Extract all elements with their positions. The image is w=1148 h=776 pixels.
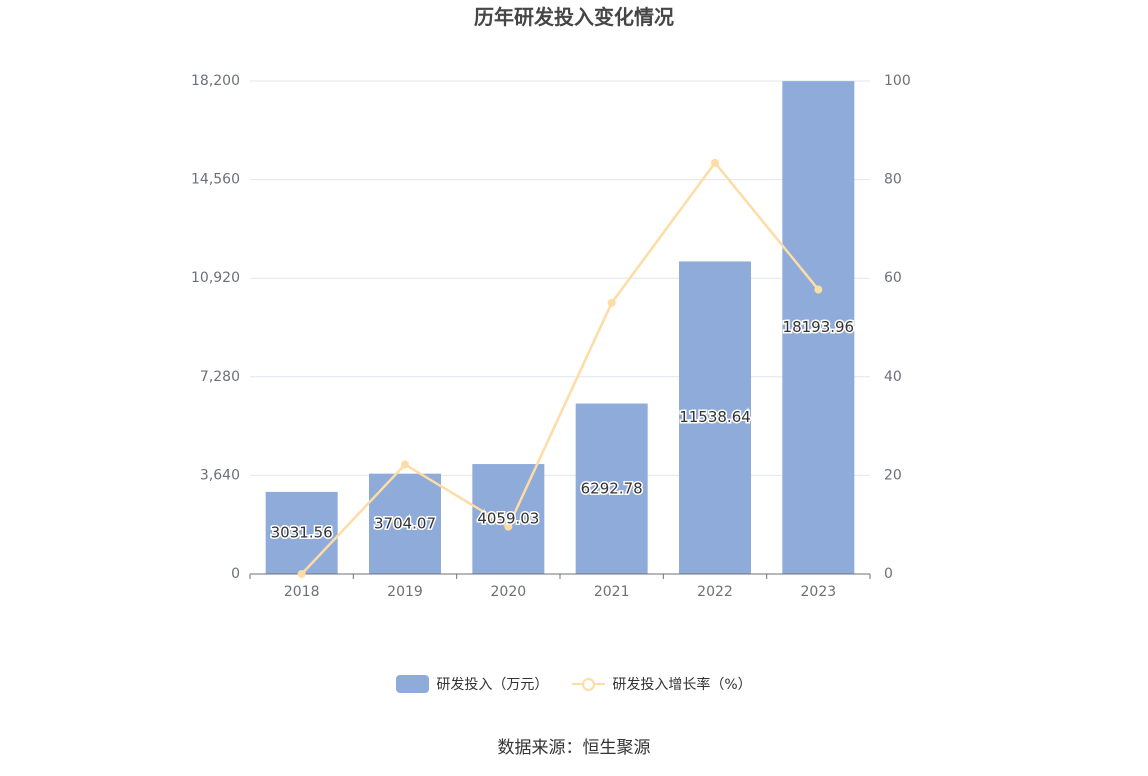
y-right-tick-label: 40 [884,369,902,385]
legend-item-rd-investment[interactable]: 研发投入（万元） [396,674,548,694]
x-category-label: 2020 [491,584,527,600]
growth-rate-point-2021 [607,298,616,307]
growth-rate-point-2018 [297,570,306,578]
legend-bar-swatch [396,675,430,693]
bar-2021 [575,403,648,574]
x-category-label: 2019 [387,584,423,600]
bar-data-label: 11538.64 [679,408,751,426]
legend-label-rd-growth-rate: 研发投入增长率（%） [612,677,752,693]
growth-rate-point-2022 [711,158,719,167]
legend: 研发投入（万元） 研发投入增长率（%） [0,672,1148,696]
y-left-tick-label: 14,560 [191,172,240,188]
y-left-tick-label: 0 [231,566,240,582]
y-right-tick-label: 0 [884,566,893,582]
bar-data-label: 3704.07 [374,514,436,532]
y-right-tick-label: 20 [884,467,902,483]
bar-data-label: 3031.56 [271,523,333,541]
y-left-tick-label: 3,640 [200,467,240,483]
legend-label-rd-investment: 研发投入（万元） [436,677,549,693]
x-category-label: 2018 [284,584,320,600]
y-left-tick-label: 7,280 [200,369,240,385]
bar-data-label: 6292.78 [581,479,643,497]
x-category-label: 2023 [801,584,837,600]
growth-rate-line [300,161,820,575]
bar-2018 [265,491,338,574]
y-left-tick-label: 18,200 [191,73,240,89]
data-source-note: 数据来源：恒生聚源 [497,738,651,758]
growth-rate-point-2019 [401,460,409,469]
chart-title: 历年研发投入变化情况 [474,5,674,29]
legend-item-rd-growth-rate[interactable]: 研发投入增长率（%） [572,674,752,694]
y-left-tick-label: 10,920 [191,270,240,286]
bar-data-label: 18193.96 [783,318,855,336]
y-right-tick-label: 60 [884,270,902,286]
x-category-label: 2021 [594,584,630,600]
bar-2022 [679,261,751,574]
x-category-label: 2022 [697,584,733,600]
legend-line-marker [582,678,596,691]
bar-2020 [472,464,545,574]
bar-data-label: 4059.03 [477,510,539,528]
y-right-tick-label: 80 [884,172,902,188]
bar-2023 [782,81,855,575]
legend-line-swatch [572,675,606,693]
y-right-tick-label: 100 [884,73,911,89]
growth-rate-point-2020 [504,522,513,531]
growth-rate-point-2023 [814,285,823,294]
